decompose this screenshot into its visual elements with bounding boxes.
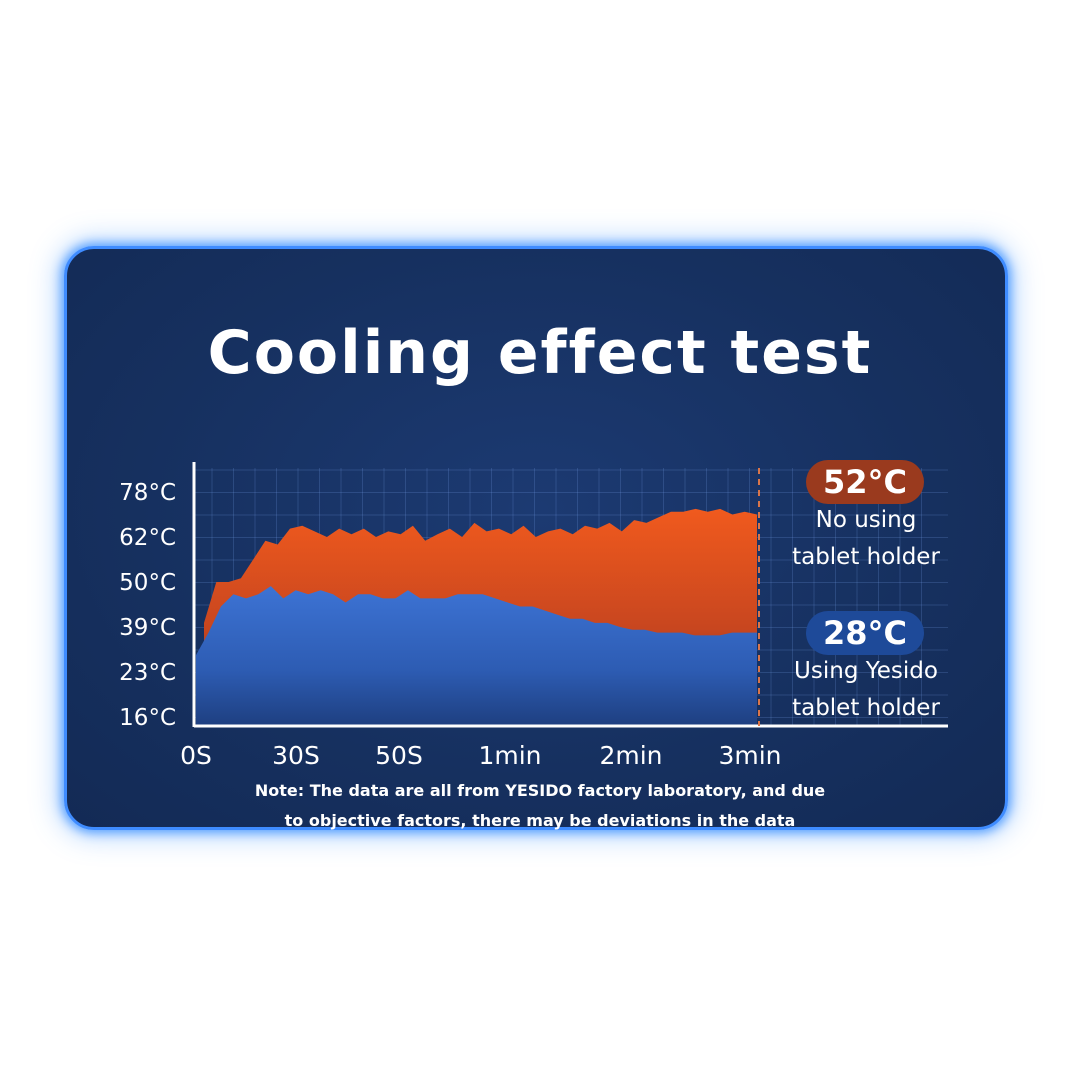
hot-legend-line1: No using (815, 507, 917, 533)
note-line-1: Note: The data are all from YESIDO facto… (254, 781, 826, 800)
series-area-yesido-holder (196, 586, 757, 726)
y-tick-label: 62°C (119, 525, 176, 551)
x-tick-label: 2min (599, 741, 662, 770)
y-tick-label: 23°C (119, 660, 176, 686)
y-tick-label: 16°C (119, 705, 176, 731)
x-tick-label: 30S (272, 741, 320, 770)
y-tick-label: 50°C (119, 570, 176, 596)
note-line-2: to objective factors, there may be devia… (284, 811, 796, 830)
chart-title: Cooling effect test (207, 318, 873, 388)
cool-legend-line2: tablet holder (792, 695, 940, 721)
cool-legend-label: Using Yesido tablet holder (766, 653, 966, 727)
hot-legend-label: No using tablet holder (766, 502, 966, 576)
y-tick-label: 78°C (119, 480, 176, 506)
hot-legend-line2: tablet holder (792, 544, 940, 570)
cool-legend-line1: Using Yesido (794, 658, 938, 684)
y-tick-label: 39°C (119, 615, 176, 641)
y-axis-ticks: 16°C 23°C 39°C 50°C 62°C 78°C (119, 480, 176, 731)
x-tick-label: 0S (180, 741, 212, 770)
hot-temperature-badge: 52°C (806, 460, 924, 504)
cool-temperature-badge: 28°C (806, 611, 924, 655)
x-tick-label: 50S (375, 741, 423, 770)
x-axis-ticks: 0S 30S 50S 1min 2min 3min (180, 741, 781, 770)
x-tick-label: 3min (718, 741, 781, 770)
x-tick-label: 1min (478, 741, 541, 770)
